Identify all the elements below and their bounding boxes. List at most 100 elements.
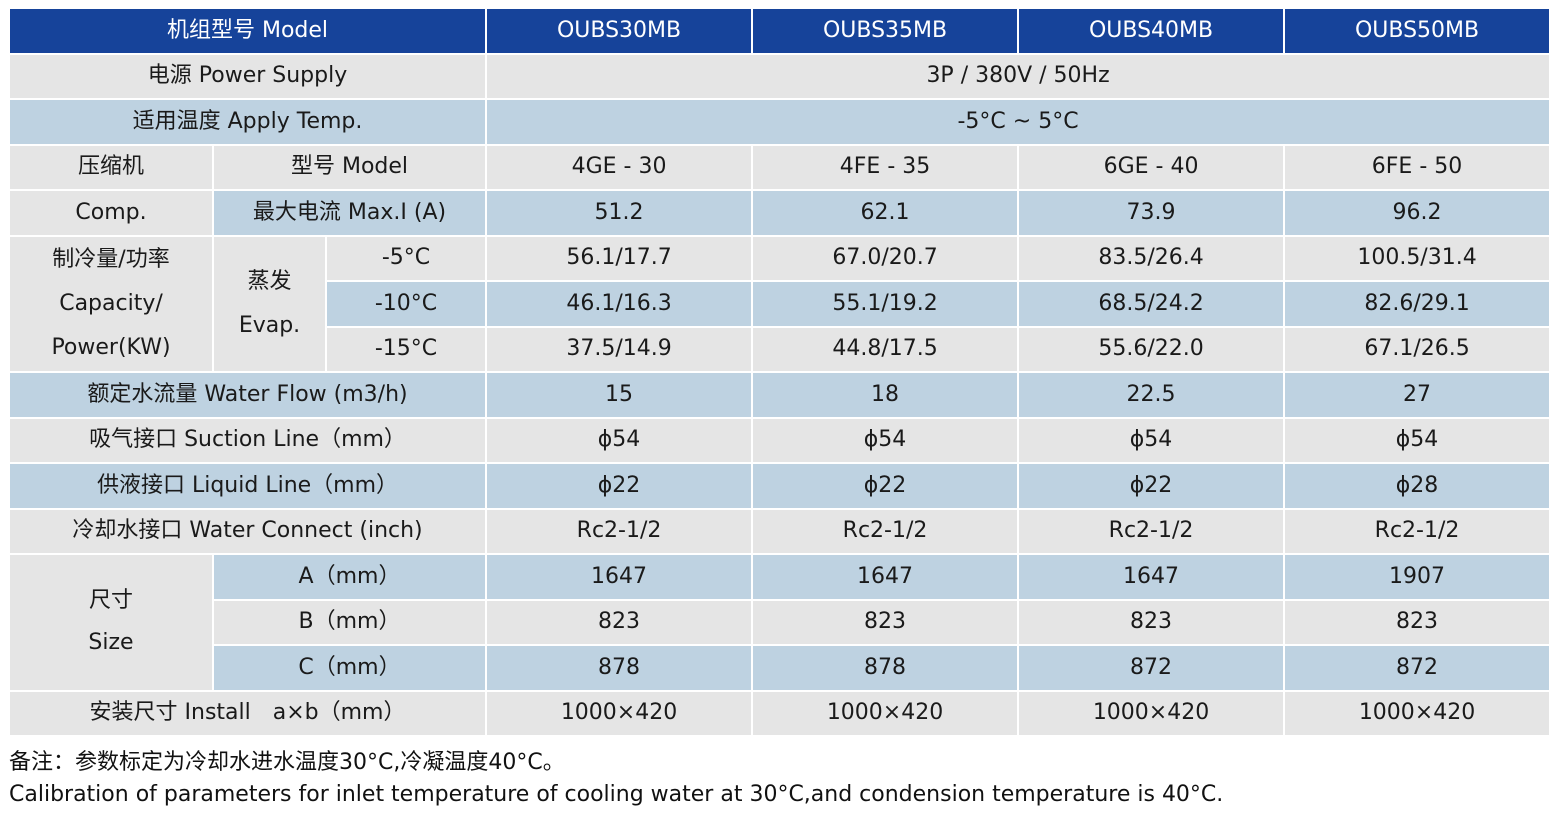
size-value: 823 <box>1017 598 1286 646</box>
compressor-group-en: Comp. <box>8 189 214 237</box>
liquid-value: ϕ22 <box>485 462 754 510</box>
water-connect-value: Rc2-1/2 <box>485 507 754 555</box>
size-value: 823 <box>1283 598 1552 646</box>
capacity-row: -15°C 37.5/14.9 44.8/17.5 55.6/22.0 67.1… <box>9 325 1552 373</box>
install-row: 安装尺寸 Install a×b（mm） 1000×420 1000×420 1… <box>7 689 1552 737</box>
evap-temp: -10°C <box>324 280 488 328</box>
capacity-value: 44.8/17.5 <box>751 325 1020 373</box>
capacity-value: 82.6/29.1 <box>1283 280 1552 328</box>
size-value: 1907 <box>1283 553 1552 601</box>
water-connect-label: 冷却水接口 Water Connect (inch) <box>7 507 488 555</box>
capacity-label-line1: 制冷量/功率 <box>52 246 170 272</box>
capacity-value: 55.6/22.0 <box>1017 325 1286 373</box>
size-group-label: 尺寸 Size <box>8 553 214 692</box>
evap-label-cn: 蒸发 <box>247 268 292 294</box>
liquid-value: ϕ22 <box>751 462 1020 510</box>
evap-label: 蒸发 Evap. <box>212 234 327 373</box>
suction-value: ϕ54 <box>1283 416 1552 464</box>
size-value: 872 <box>1017 644 1286 692</box>
capacity-value: 100.5/31.4 <box>1283 234 1552 282</box>
suction-row: 吸气接口 Suction Line（mm） ϕ54 ϕ54 ϕ54 ϕ54 <box>7 416 1552 464</box>
suction-label: 吸气接口 Suction Line（mm） <box>7 416 488 464</box>
size-value: 823 <box>751 598 1020 646</box>
water-connect-value: Rc2-1/2 <box>1283 507 1552 555</box>
compressor-current-row: Comp. 最大电流 Max.I (A) 51.2 62.1 73.9 96.2 <box>8 189 1552 237</box>
size-value: 1647 <box>751 553 1020 601</box>
water-flow-label: 额定水流量 Water Flow (m3/h) <box>7 371 488 419</box>
suction-value: ϕ54 <box>485 416 754 464</box>
water-connect-value: Rc2-1/2 <box>751 507 1020 555</box>
size-value: 823 <box>485 598 754 646</box>
size-row: 尺寸 Size A（mm） 1647 1647 1647 1907 <box>8 553 1552 692</box>
capacity-row: 制冷量/功率 Capacity/ Power(KW) 蒸发 Evap. -5°C… <box>8 234 1552 373</box>
size-label-cn: 尺寸 <box>88 588 133 614</box>
compressor-model: 4GE - 30 <box>485 143 754 191</box>
size-row: B（mm） 823 823 823 823 <box>9 598 1552 646</box>
note-en: Calibration of parameters for inlet temp… <box>9 782 1224 807</box>
power-supply-value: 3P / 380V / 50Hz <box>485 52 1552 100</box>
capacity-row: -10°C 46.1/16.3 55.1/19.2 68.5/24.2 82.6… <box>9 280 1552 328</box>
liquid-row: 供液接口 Liquid Line（mm） ϕ22 ϕ22 ϕ22 ϕ28 <box>7 462 1552 510</box>
evap-temp: -5°C <box>324 234 488 282</box>
size-value: 872 <box>1283 644 1552 692</box>
size-dim-label: C（mm） <box>211 644 488 692</box>
apply-temp-value: -5°C ~ 5°C <box>485 98 1552 146</box>
install-value: 1000×420 <box>485 689 754 737</box>
apply-temp-label: 适用温度 Apply Temp. <box>7 98 488 146</box>
capacity-value: 56.1/17.7 <box>485 234 754 282</box>
compressor-group-cn: 压缩机 <box>8 143 214 191</box>
capacity-value: 67.0/20.7 <box>751 234 1020 282</box>
compressor-current: 51.2 <box>485 189 754 237</box>
power-supply-row: 电源 Power Supply 3P / 380V / 50Hz <box>7 52 1552 100</box>
capacity-value: 37.5/14.9 <box>485 325 754 373</box>
compressor-model-row: 压缩机 型号 Model 4GE - 30 4FE - 35 6GE - 40 … <box>8 143 1552 191</box>
model-name: OUBS30MB <box>485 7 754 55</box>
compressor-current: 62.1 <box>751 189 1020 237</box>
model-name: OUBS35MB <box>751 7 1020 55</box>
water-connect-value: Rc2-1/2 <box>1017 507 1286 555</box>
water-connect-row: 冷却水接口 Water Connect (inch) Rc2-1/2 Rc2-1… <box>7 507 1552 555</box>
liquid-label: 供液接口 Liquid Line（mm） <box>7 462 488 510</box>
water-flow-value: 18 <box>751 371 1020 419</box>
size-value: 878 <box>485 644 754 692</box>
compressor-current: 73.9 <box>1017 189 1286 237</box>
spec-table: 机组型号 Model OUBS30MB OUBS35MB OUBS40MB OU… <box>7 7 1552 737</box>
water-flow-row: 额定水流量 Water Flow (m3/h) 15 18 22.5 27 <box>7 371 1552 419</box>
size-value: 878 <box>751 644 1020 692</box>
install-value: 1000×420 <box>1283 689 1552 737</box>
install-value: 1000×420 <box>1017 689 1286 737</box>
compressor-current-label: 最大电流 Max.I (A) <box>211 189 488 237</box>
suction-value: ϕ54 <box>1017 416 1286 464</box>
size-value: 1647 <box>485 553 754 601</box>
compressor-model-label: 型号 Model <box>211 143 488 191</box>
power-supply-label: 电源 Power Supply <box>7 52 488 100</box>
evap-temp: -15°C <box>324 325 488 373</box>
liquid-value: ϕ28 <box>1283 462 1552 510</box>
capacity-value: 46.1/16.3 <box>485 280 754 328</box>
size-value: 1647 <box>1017 553 1286 601</box>
capacity-label-line3: Power(KW) <box>51 334 171 360</box>
evap-label-en: Evap. <box>238 312 301 338</box>
water-flow-value: 27 <box>1283 371 1552 419</box>
compressor-model: 4FE - 35 <box>751 143 1020 191</box>
install-value: 1000×420 <box>751 689 1020 737</box>
capacity-value: 67.1/26.5 <box>1283 325 1552 373</box>
size-dim-label: A（mm） <box>211 553 488 601</box>
compressor-current: 96.2 <box>1283 189 1552 237</box>
compressor-model: 6FE - 50 <box>1283 143 1552 191</box>
water-flow-value: 15 <box>485 371 754 419</box>
capacity-group-label: 制冷量/功率 Capacity/ Power(KW) <box>8 234 214 373</box>
model-header-row: 机组型号 Model OUBS30MB OUBS35MB OUBS40MB OU… <box>7 7 1552 55</box>
capacity-value: 55.1/19.2 <box>751 280 1020 328</box>
model-name: OUBS50MB <box>1283 7 1552 55</box>
note-cn: 备注：参数标定为冷却水进水温度30°C,冷凝温度40°C。 <box>9 750 565 775</box>
capacity-label-line2: Capacity/ <box>59 290 163 316</box>
model-name: OUBS40MB <box>1017 7 1286 55</box>
size-row: C（mm） 878 878 872 872 <box>9 644 1552 692</box>
size-label-en: Size <box>88 630 134 656</box>
model-label: 机组型号 Model <box>7 7 488 55</box>
liquid-value: ϕ22 <box>1017 462 1286 510</box>
apply-temp-row: 适用温度 Apply Temp. -5°C ~ 5°C <box>7 98 1552 146</box>
capacity-value: 83.5/26.4 <box>1017 234 1286 282</box>
install-label: 安装尺寸 Install a×b（mm） <box>7 689 488 737</box>
